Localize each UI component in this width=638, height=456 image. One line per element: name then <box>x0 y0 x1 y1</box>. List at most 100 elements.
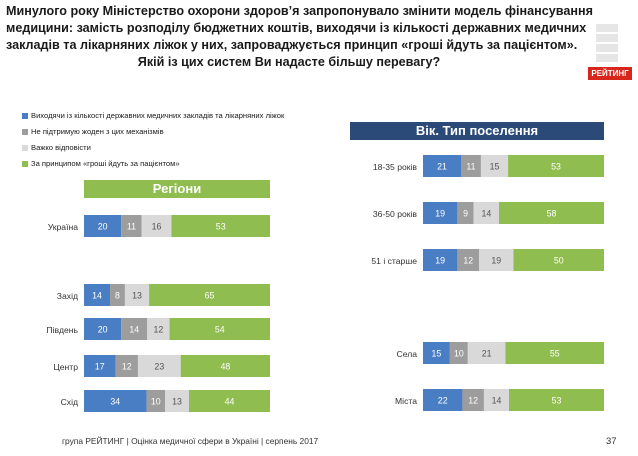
bar-segment <box>146 390 166 412</box>
bar-value-label: 65 <box>205 291 215 301</box>
bar-value-label: 55 <box>550 349 560 359</box>
bar-segment <box>84 215 122 237</box>
legend-swatch <box>22 113 28 119</box>
bar-segment <box>169 318 270 340</box>
legend-swatch <box>22 161 28 167</box>
bar-segment <box>84 390 147 412</box>
category-label: Південь <box>46 325 78 335</box>
legend-swatch <box>22 145 28 151</box>
bar-value-label: 15 <box>490 162 500 172</box>
bar-segment <box>121 318 148 340</box>
bar-segment <box>423 155 462 177</box>
bar-value-label: 20 <box>98 222 108 232</box>
bar-value-label: 15 <box>432 349 442 359</box>
bar-value-label: 14 <box>129 325 139 335</box>
title-line: Минулого року Міністерство охорони здоро… <box>6 4 593 18</box>
category-label: Села <box>397 349 418 359</box>
bar-value-label: 12 <box>463 256 473 266</box>
bar-value-label: 54 <box>215 325 225 335</box>
bar-segment <box>115 355 138 377</box>
category-label: 36-50 років <box>373 209 418 219</box>
category-label: 18-35 років <box>373 162 418 172</box>
bar-segment <box>188 390 270 412</box>
bar-value-label: 53 <box>216 222 226 232</box>
logo-text: РЕЙТИНГ <box>588 67 632 80</box>
category-label: Схід <box>61 397 78 407</box>
bar-value-label: 19 <box>491 256 501 266</box>
bar-value-label: 10 <box>151 397 161 407</box>
bar-value-label: 20 <box>98 325 108 335</box>
rating-logo <box>578 22 632 76</box>
legend-item: Не підтримую жоден з цих механізмів <box>22 126 322 138</box>
legend-label: Виходячи із кількості державних медичних… <box>31 111 285 120</box>
bar-segment <box>467 342 506 364</box>
title-line: закладів та лікарняних ліжок у них, запр… <box>6 38 578 52</box>
bar-segment <box>124 284 150 306</box>
bar-segment <box>147 318 170 340</box>
bar-value-label: 13 <box>132 291 142 301</box>
bar-value-label: 14 <box>492 396 502 406</box>
bar-value-label: 58 <box>547 209 557 219</box>
category-label: Міста <box>395 396 417 406</box>
bar-segment <box>180 355 270 377</box>
title-line: медицини: замість розподілу бюджетних ко… <box>6 21 587 35</box>
legend-item: За принципом «гроші йдуть за пацієнтом» <box>22 158 322 170</box>
bar-value-label: 14 <box>92 291 102 301</box>
bar-value-label: 12 <box>154 325 164 335</box>
legend-label: За принципом «гроші йдуть за пацієнтом» <box>31 159 180 168</box>
bar-value-label: 12 <box>468 396 478 406</box>
bar-segment <box>141 215 172 237</box>
section-banner-regions: Регіони <box>84 180 270 198</box>
bar-segment <box>499 202 604 224</box>
bar-value-label: 11 <box>127 222 136 232</box>
bar-value-label: 19 <box>435 209 445 219</box>
bar-value-label: 21 <box>437 162 447 172</box>
bar-value-label: 11 <box>466 162 475 172</box>
legend-swatch <box>22 129 28 135</box>
bar-segment <box>509 389 604 411</box>
bar-value-label: 19 <box>435 256 445 266</box>
bar-segment <box>149 284 270 306</box>
bar-value-label: 22 <box>438 396 448 406</box>
legend-label: Не підтримую жоден з цих механізмів <box>31 127 164 136</box>
bar-value-label: 21 <box>482 349 492 359</box>
section-banner-age-settlement: Вік. Тип поселення <box>350 122 604 140</box>
bar-segment <box>462 389 484 411</box>
legend-item: Виходячи із кількості державних медичних… <box>22 110 322 122</box>
bar-value-label: 53 <box>551 162 561 172</box>
bar-value-label: 12 <box>122 362 132 372</box>
bar-value-label: 48 <box>220 362 230 372</box>
legend-item: Важко відповісти <box>22 142 322 154</box>
footer-text: група РЕЙТИНГ | Оцінка медичної сфери в … <box>62 436 319 446</box>
category-label: Захід <box>57 291 78 301</box>
bar-value-label: 8 <box>115 291 120 301</box>
bar-value-label: 16 <box>152 222 162 232</box>
bar-segment <box>449 342 468 364</box>
category-label: Україна <box>48 222 79 232</box>
bar-value-label: 53 <box>552 396 562 406</box>
bar-segment <box>457 249 480 271</box>
category-label: 51 і старше <box>371 256 417 266</box>
bar-segment <box>137 355 181 377</box>
bar-value-label: 13 <box>172 397 182 407</box>
bar-segment <box>110 284 125 306</box>
bar-segment <box>461 155 481 177</box>
question-title: Минулого року Міністерство охорони здоро… <box>6 3 593 71</box>
bar-segment <box>84 318 122 340</box>
bar-segment <box>121 215 142 237</box>
bar-segment <box>423 389 463 411</box>
bar-segment <box>84 355 116 377</box>
legend-label: Важко відповісти <box>31 143 91 152</box>
bar-value-label: 23 <box>154 362 164 372</box>
bar-segment <box>165 390 189 412</box>
bar-segment <box>84 284 111 306</box>
bar-segment <box>171 215 270 237</box>
bar-segment <box>473 202 500 224</box>
category-label: Центр <box>53 362 78 372</box>
bar-value-label: 44 <box>225 397 235 407</box>
bar-value-label: 9 <box>463 209 468 219</box>
bar-segment <box>423 342 450 364</box>
bar-segment <box>423 249 458 271</box>
bar-segment <box>505 342 604 364</box>
bar-value-label: 50 <box>554 256 564 266</box>
